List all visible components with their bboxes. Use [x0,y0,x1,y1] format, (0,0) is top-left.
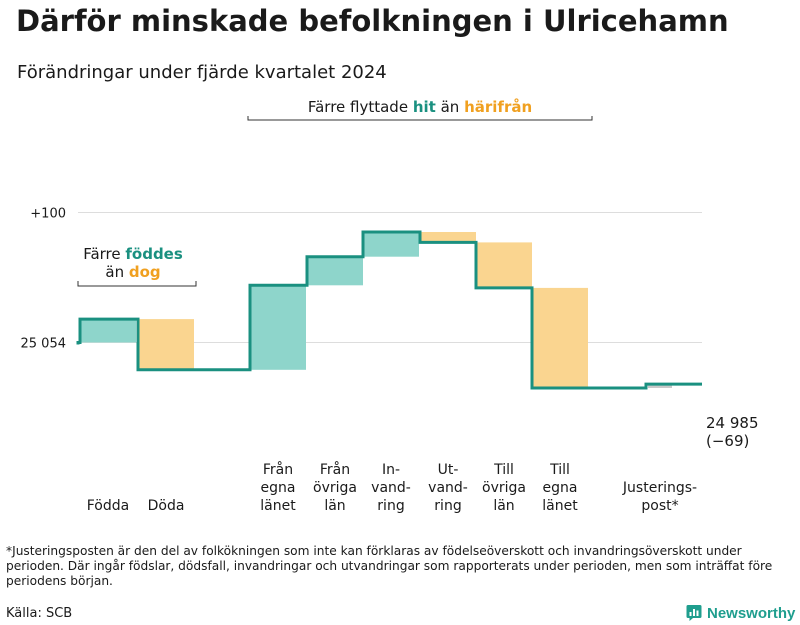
newsworthy-logo-icon [686,605,702,621]
x-category-label: Justerings- [622,480,697,496]
waterfall-step-line [76,230,702,390]
migration-annotation: Färre flyttade hit än härifrån [308,98,532,116]
x-category-label: Till [493,462,514,478]
births-annotation-line1: Färre föddes [83,245,183,263]
chart-subtitle: Förändringar under fjärde kvartalet 2024 [17,62,387,83]
x-category-label: Till [549,462,570,478]
chart-title: Därför minskade befolkningen i Ulriceham… [16,4,729,38]
x-category-label: egna [543,480,578,496]
source-label: Källa: SCB [6,606,73,621]
newsworthy-logo[interactable]: Newsworthy [686,604,795,622]
x-category-label: Från [320,461,350,478]
y-tick-label: 25 054 [21,337,67,352]
newsworthy-logo-text: Newsworthy [707,604,796,622]
bar-tillövrigalän [476,242,532,288]
step-line [76,230,702,390]
x-category-label: län [493,498,514,514]
end-value-label: 24 985 [706,414,759,432]
bar-frånegnalänet [250,285,306,370]
bar-frånövrigalän [307,256,363,286]
change-label: (−69) [706,432,749,450]
x-category-label: Döda [148,498,185,514]
bar-justeringspost [648,384,672,388]
x-category-label: Från [263,461,293,478]
y-tick-label: +100 [30,207,66,222]
x-category-label: Födda [87,498,129,514]
x-category-label: vand- [428,480,468,496]
bar-döda [138,319,194,370]
bars [80,232,672,388]
bar-födda [80,319,136,343]
x-category-label: post* [641,498,678,514]
labels: +100 25 054 Födda Döda Från egna länet Från övri… [21,207,759,515]
x-category-label: länet [260,498,296,514]
bar-tillegnalänet [532,287,588,388]
x-category-label: övriga [482,480,526,496]
births-annotation-line2: än dog [105,263,160,281]
x-category-label: egna [261,480,296,496]
migration-bracket [247,116,593,121]
footnote: *Justeringsposten är den del av folkökni… [6,544,773,588]
x-category-label: övriga [313,480,357,496]
x-category-label: län [324,498,345,514]
x-category-label: länet [542,498,578,514]
bar-utvandring [420,232,476,243]
bar-invandring [363,232,419,257]
x-category-label: vand- [371,480,411,496]
x-category-label: In- [382,462,400,478]
x-category-label: ring [377,498,404,514]
births-bracket [77,281,197,287]
waterfall-chart: +100 25 054 Födda Döda Från egna länet Från övri… [21,98,759,515]
x-category-label: Ut- [438,462,459,478]
x-category-label: ring [434,498,461,514]
